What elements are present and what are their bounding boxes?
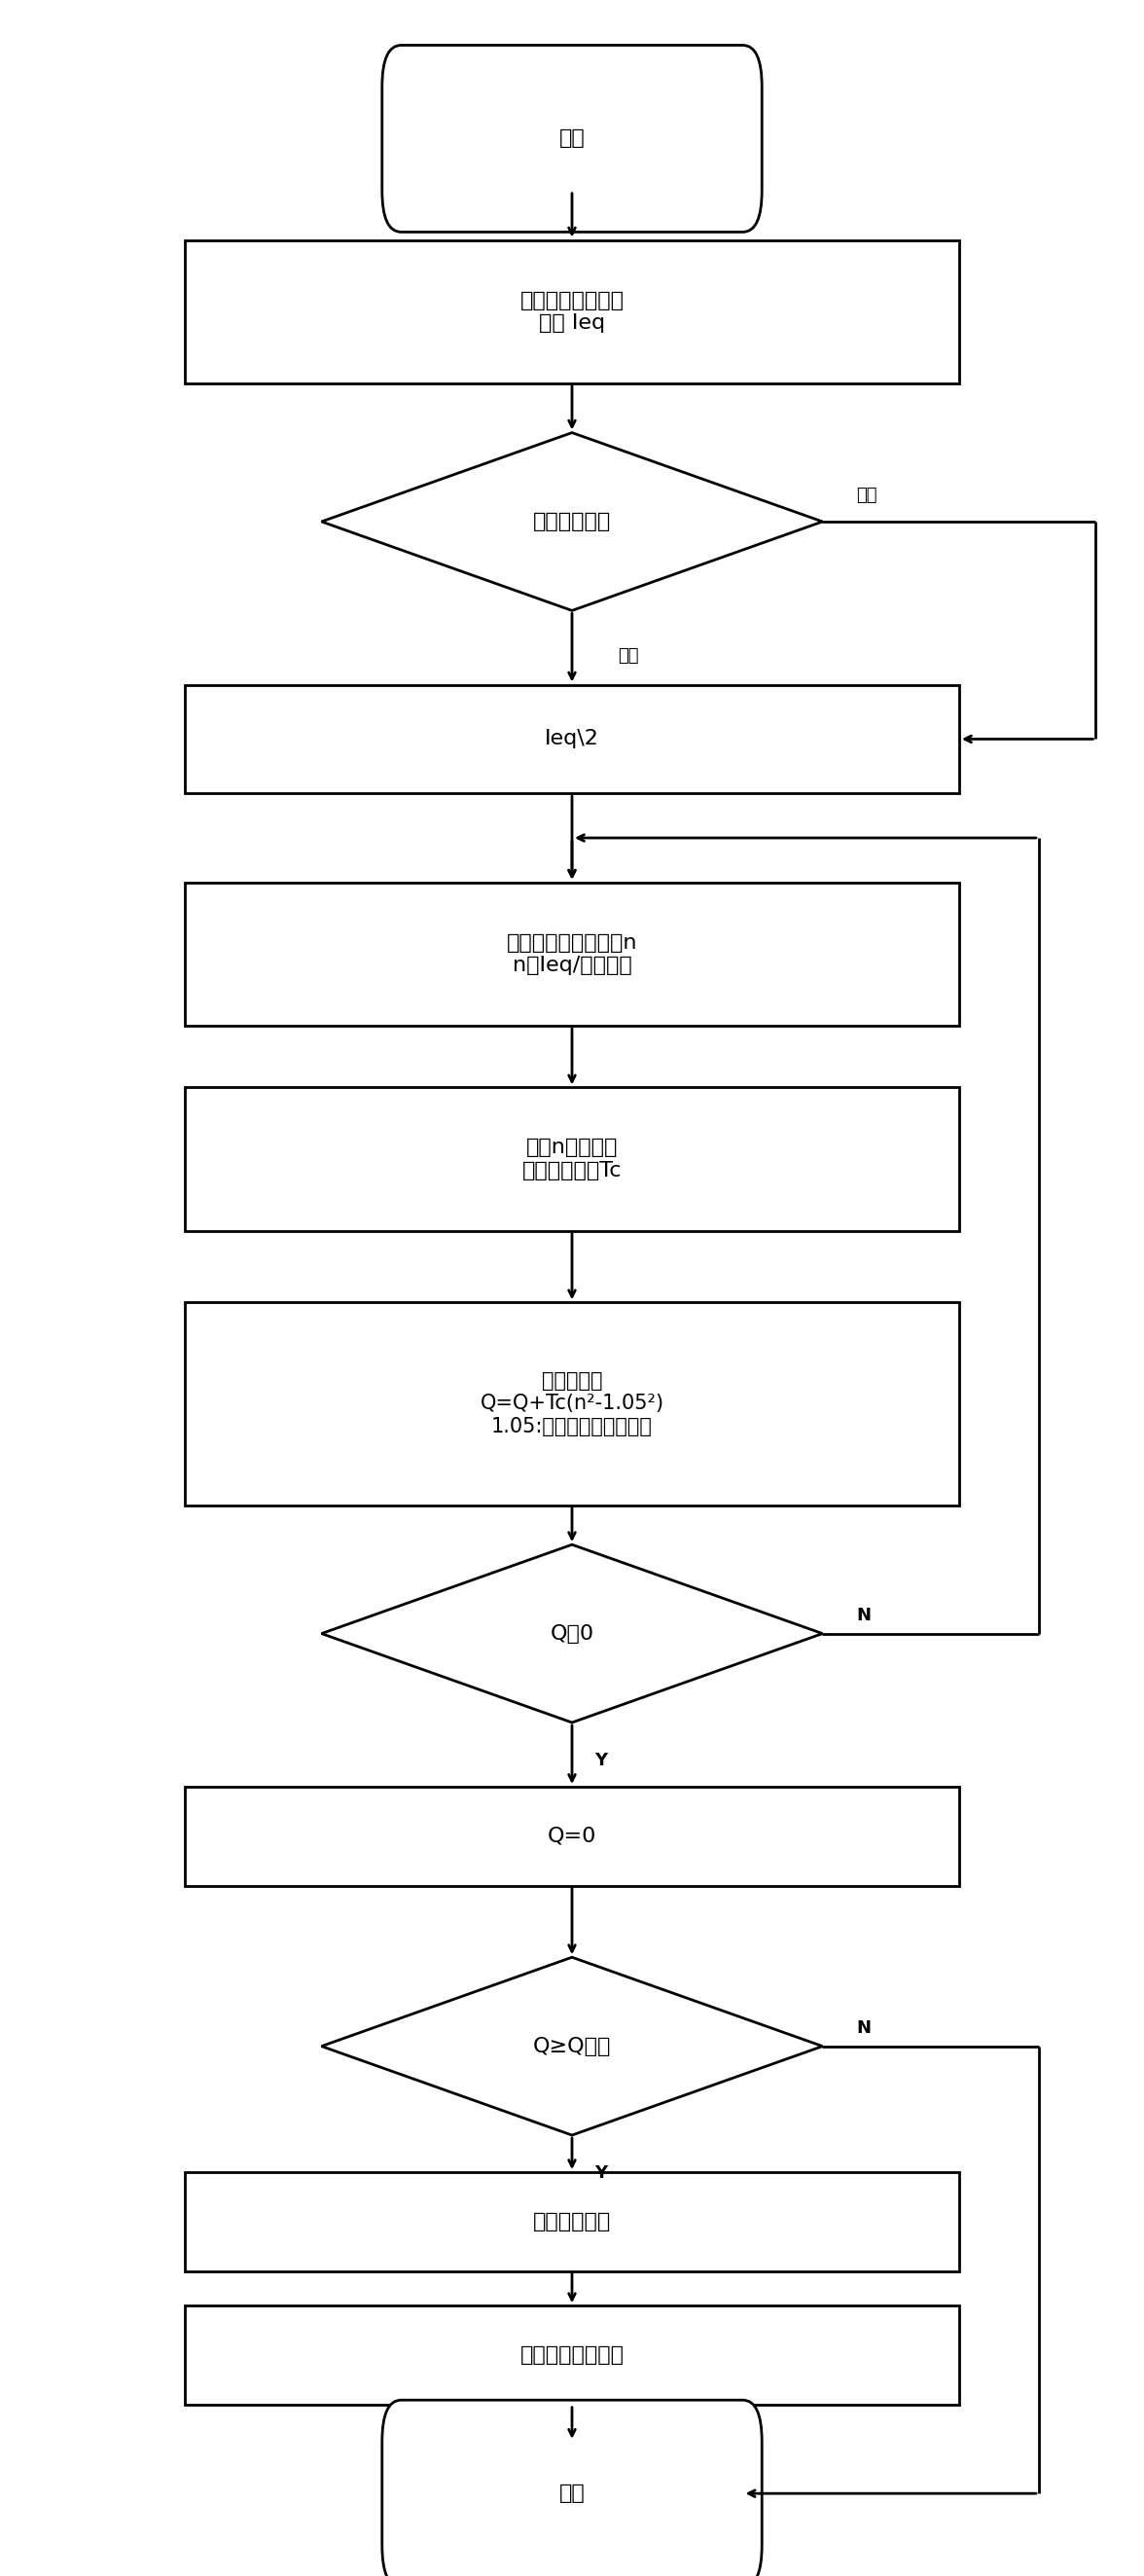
Text: 热量累积：
Q=Q+Tc(n²-1.05²)
1.05:基本电流（不动作）: 热量累积： Q=Q+Tc(n²-1.05²) 1.05:基本电流（不动作） xyxy=(480,1370,664,1435)
Text: 计算电流超出的倍数n
n＝Ieq/额定电流: 计算电流超出的倍数n n＝Ieq/额定电流 xyxy=(507,933,637,976)
Text: Y: Y xyxy=(595,1752,607,1770)
Text: 启动: 启动 xyxy=(618,647,638,665)
Text: Q=0: Q=0 xyxy=(548,1826,596,1847)
Polygon shape xyxy=(321,433,823,611)
Text: 显示过载故障: 显示过载故障 xyxy=(533,2213,611,2231)
Text: 判断运行状态: 判断运行状态 xyxy=(533,513,611,531)
Text: 运行: 运行 xyxy=(857,487,877,505)
Bar xyxy=(185,1303,959,1504)
Bar xyxy=(185,2306,959,2403)
Text: 开始: 开始 xyxy=(559,129,585,149)
Text: 将三相电流有效值
输给 Ieq: 将三相电流有效值 输给 Ieq xyxy=(521,291,623,332)
Bar xyxy=(185,884,959,1025)
Bar xyxy=(185,1788,959,1886)
Bar xyxy=(185,240,959,384)
Text: Ieq\2: Ieq\2 xyxy=(545,729,599,750)
Text: 设置过载保护标志: 设置过载保护标志 xyxy=(521,2344,623,2365)
Text: Q≥Q最大: Q≥Q最大 xyxy=(533,2038,611,2056)
Bar xyxy=(185,1087,959,1231)
Text: Q＜0: Q＜0 xyxy=(550,1623,594,1643)
Text: Y: Y xyxy=(595,2164,607,2182)
Bar xyxy=(185,2172,959,2272)
FancyBboxPatch shape xyxy=(382,46,762,232)
FancyBboxPatch shape xyxy=(382,2401,762,2576)
Bar xyxy=(185,685,959,793)
Text: N: N xyxy=(857,2020,872,2038)
Text: N: N xyxy=(857,1607,872,1625)
Text: 判断n所处范围
并取相应系数Tc: 判断n所处范围 并取相应系数Tc xyxy=(522,1139,622,1180)
Polygon shape xyxy=(321,1546,823,1723)
Text: 返回: 返回 xyxy=(559,2483,585,2504)
Polygon shape xyxy=(321,1958,823,2136)
